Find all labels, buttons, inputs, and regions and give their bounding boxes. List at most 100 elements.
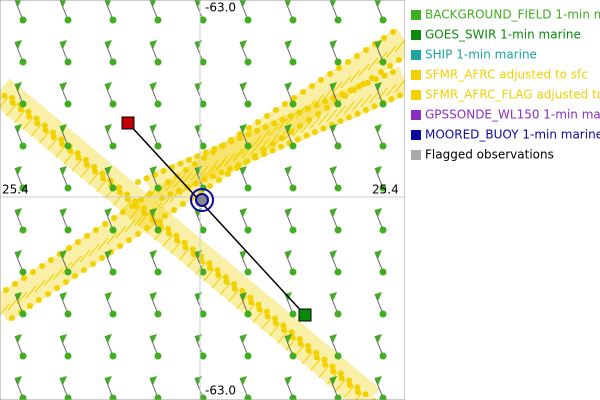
wind-obs: [154, 310, 162, 318]
sfmr-dot: [354, 384, 361, 391]
legend-swatch: [411, 10, 421, 20]
sfmr-barb: [34, 279, 46, 293]
sfmr-dot: [135, 179, 141, 185]
sfmr-dot: [183, 167, 189, 173]
sfmr-dot: [337, 118, 344, 124]
legend-label: SHIP 1-min marine: [425, 48, 537, 62]
wind-barb-flag: [375, 0, 382, 7]
sfmr-dot: [255, 119, 261, 125]
sfmr-barb: [129, 206, 141, 220]
observations-layer: [0, 0, 420, 400]
wind-barb-flag: [330, 82, 337, 91]
wind-barb-flag: [330, 250, 337, 259]
wind-barb-staff: [149, 209, 159, 231]
sfmr-dot: [160, 168, 167, 174]
sfmr-dot: [252, 154, 259, 161]
sfmr-dot: [264, 313, 271, 320]
sfmr-dot: [262, 124, 269, 130]
wind-barb-staff: [59, 41, 69, 63]
wind-obs: [154, 394, 162, 400]
wind-barb-staff: [194, 0, 204, 21]
sfmr-dot: [297, 340, 304, 347]
wind-barb-flag: [330, 166, 337, 175]
sfmr-swath: [0, 27, 414, 323]
sfmr-dot: [327, 71, 333, 77]
wind-barb-staff: [14, 209, 24, 231]
wind-obs: [334, 268, 342, 276]
sfmr-dot: [45, 291, 51, 297]
wind-barb-flag: [15, 82, 22, 91]
wind-obs: [379, 58, 387, 66]
legend-label: Flagged observations: [425, 148, 554, 162]
sfmr-barb: [386, 83, 397, 96]
sfmr-dot: [355, 389, 361, 395]
legend: BACKGROUND_FIELD 1-min m GOES_SWIR 1-min …: [411, 8, 600, 162]
sfmr-dot: [245, 131, 252, 138]
sfmr-dot: [364, 80, 371, 86]
sfmr-dot: [165, 225, 172, 232]
wind-barb-flag: [150, 124, 157, 133]
sfmr-dot: [280, 322, 287, 329]
wind-obs: [289, 142, 297, 150]
wind-barb-flag: [15, 250, 22, 259]
sfmr-barb: [79, 249, 91, 263]
legend-swatch: [411, 90, 421, 100]
wind-barb-staff: [194, 377, 204, 399]
wind-obs: [244, 16, 252, 24]
wind-barb-flag: [15, 0, 22, 7]
wind-obs: [19, 142, 27, 150]
wind-barb-flag: [240, 376, 247, 385]
wind-barb-flag: [240, 40, 247, 49]
wind-barb-staff: [59, 335, 69, 357]
sfmr-dot: [390, 29, 396, 35]
sfmr-dot: [220, 142, 226, 149]
sfmr-dot: [282, 101, 288, 107]
sfmr-dot: [100, 175, 107, 182]
sfmr-dot: [36, 297, 42, 303]
sfmr-dot: [193, 180, 199, 187]
wind-barb-staff: [59, 125, 69, 147]
sfmr-dot: [239, 287, 246, 294]
wind-barb-flag: [15, 376, 22, 385]
sfmr-dot: [222, 274, 229, 281]
sfmr-barb: [55, 144, 67, 158]
sfmr-barb: [224, 153, 236, 166]
legend-swatch: [411, 50, 421, 60]
wind-barb-staff: [374, 83, 384, 105]
wind-obs: [154, 100, 162, 108]
sfmr-dot: [381, 35, 387, 41]
wind-barb-flag: [105, 250, 112, 259]
sfmr-dot: [41, 122, 48, 129]
wind-barb-flag: [15, 166, 22, 175]
track-end: [298, 308, 312, 322]
sfmr-barb: [80, 165, 91, 179]
sfmr-dot: [254, 127, 260, 134]
sfmr-dot: [261, 151, 267, 157]
wind-obs: [64, 100, 72, 108]
wind-barb-staff: [59, 167, 69, 189]
sfmr-dot: [256, 306, 263, 313]
wind-obs: [244, 310, 252, 318]
sfmr-dot: [231, 285, 238, 292]
sfmr-dot: [263, 308, 270, 315]
wind-obs: [289, 394, 297, 400]
sfmr-dot: [313, 349, 320, 356]
wind-barb-flag: [240, 124, 247, 133]
sfmr-dot: [75, 239, 81, 245]
sfmr-dot: [12, 281, 18, 287]
wind-obs: [154, 142, 162, 150]
wind-obs: [379, 394, 387, 400]
sfmr-dot: [279, 116, 286, 123]
wind-obs: [334, 142, 342, 150]
wind-obs: [154, 226, 162, 234]
wind-barb-flag: [375, 376, 382, 385]
sfmr-barb: [343, 385, 354, 399]
wind-barb-flag: [105, 40, 112, 49]
wind-barb-flag: [105, 124, 112, 133]
wind-barb-staff: [104, 125, 114, 147]
sfmr-dot: [303, 132, 310, 139]
wind-barb-flag: [60, 82, 67, 91]
wind-barb-staff: [239, 251, 249, 273]
wind-barb-flag: [60, 166, 67, 175]
